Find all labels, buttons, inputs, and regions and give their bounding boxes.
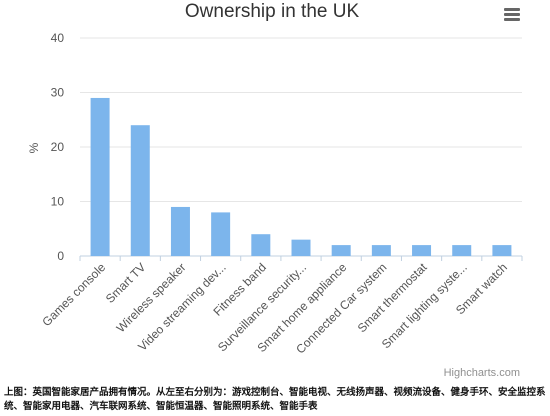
bar[interactable]: [492, 245, 512, 256]
image-caption: 上图：英国智能家居产品拥有情况。从左至右分别为：游戏控制台、智能电视、无线扬声器…: [4, 387, 546, 412]
chart-title: Ownership in the UK: [185, 1, 360, 22]
bars: [90, 97, 512, 256]
x-category-label: Wireless speaker: [114, 260, 189, 335]
chart-container: Ownership in the UK % 0 10 20 30 40 Games co…: [27, 1, 524, 379]
bar[interactable]: [251, 234, 271, 256]
bar-chart: Ownership in the UK % 0 10 20 30 40 Games co…: [27, 1, 523, 379]
y-tick-label: 40: [51, 31, 65, 45]
y-axis-ticks: 0 10 20 30 40: [51, 31, 65, 263]
x-category-label: Games console: [39, 260, 108, 329]
bar[interactable]: [170, 206, 190, 256]
bar[interactable]: [211, 212, 231, 256]
y-tick-label: 20: [51, 140, 65, 154]
y-tick-label: 0: [57, 249, 64, 263]
y-tick-label: 30: [51, 86, 65, 100]
bar[interactable]: [412, 245, 432, 256]
credits-link[interactable]: Highcharts.com: [444, 367, 520, 379]
bar[interactable]: [130, 125, 150, 256]
bar[interactable]: [452, 245, 472, 256]
bar[interactable]: [90, 97, 110, 256]
bar[interactable]: [291, 239, 311, 256]
x-category-label: Smart thermostat: [355, 260, 430, 335]
y-axis-title: %: [27, 142, 41, 153]
y-tick-label: 10: [51, 195, 65, 209]
bar[interactable]: [371, 245, 391, 256]
gridlines: [80, 37, 522, 257]
hamburger-menu-icon[interactable]: [500, 4, 524, 24]
bar[interactable]: [331, 245, 351, 256]
